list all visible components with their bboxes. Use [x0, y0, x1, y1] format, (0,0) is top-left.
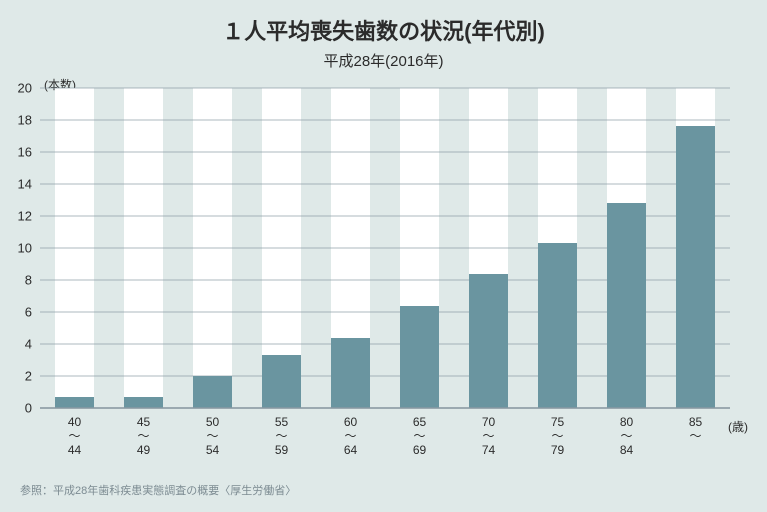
bar: [262, 355, 301, 408]
y-tick-label: 2: [0, 369, 32, 384]
x-axis-unit: (歳): [728, 418, 748, 435]
bar: [193, 376, 232, 408]
bar: [607, 203, 646, 408]
x-tick-label: 40 〜 44: [68, 416, 81, 457]
gridline: [40, 87, 730, 89]
x-tick-label: 85 〜: [689, 416, 702, 444]
y-tick-label: 6: [0, 305, 32, 320]
bar: [676, 126, 715, 408]
chart-subtitle: 平成28年(2016年): [323, 50, 443, 71]
x-tick-label: 60 〜 64: [344, 416, 357, 457]
x-tick-label: 55 〜 59: [275, 416, 288, 457]
chart-container: １人平均喪失歯数の状況(年代別) 平成28年(2016年) (本数) (歳) 参…: [0, 0, 767, 512]
x-tick-label: 50 〜 54: [206, 416, 219, 457]
y-tick-label: 10: [0, 241, 32, 256]
x-tick-label: 45 〜 49: [137, 416, 150, 457]
y-tick-label: 14: [0, 177, 32, 192]
bar: [400, 306, 439, 408]
y-tick-label: 12: [0, 209, 32, 224]
y-tick-label: 20: [0, 81, 32, 96]
bar: [538, 243, 577, 408]
x-tick-label: 65 〜 69: [413, 416, 426, 457]
x-tick-label: 75 〜 79: [551, 416, 564, 457]
y-tick-label: 16: [0, 145, 32, 160]
plot-area: [40, 88, 730, 408]
y-tick-label: 4: [0, 337, 32, 352]
gridline: [40, 119, 730, 121]
baseline: [40, 407, 730, 409]
bar: [331, 338, 370, 408]
gridline: [40, 151, 730, 153]
y-tick-label: 18: [0, 113, 32, 128]
x-tick-label: 70 〜 74: [482, 416, 495, 457]
x-tick-label: 80 〜 84: [620, 416, 633, 457]
y-tick-label: 0: [0, 401, 32, 416]
gridline: [40, 183, 730, 185]
y-tick-label: 8: [0, 273, 32, 288]
source-footnote: 参照：平成28年歯科疾患実態調査の概要〈厚生労働省〉: [20, 482, 296, 498]
chart-title: １人平均喪失歯数の状況(年代別): [222, 14, 545, 46]
bar: [469, 274, 508, 408]
